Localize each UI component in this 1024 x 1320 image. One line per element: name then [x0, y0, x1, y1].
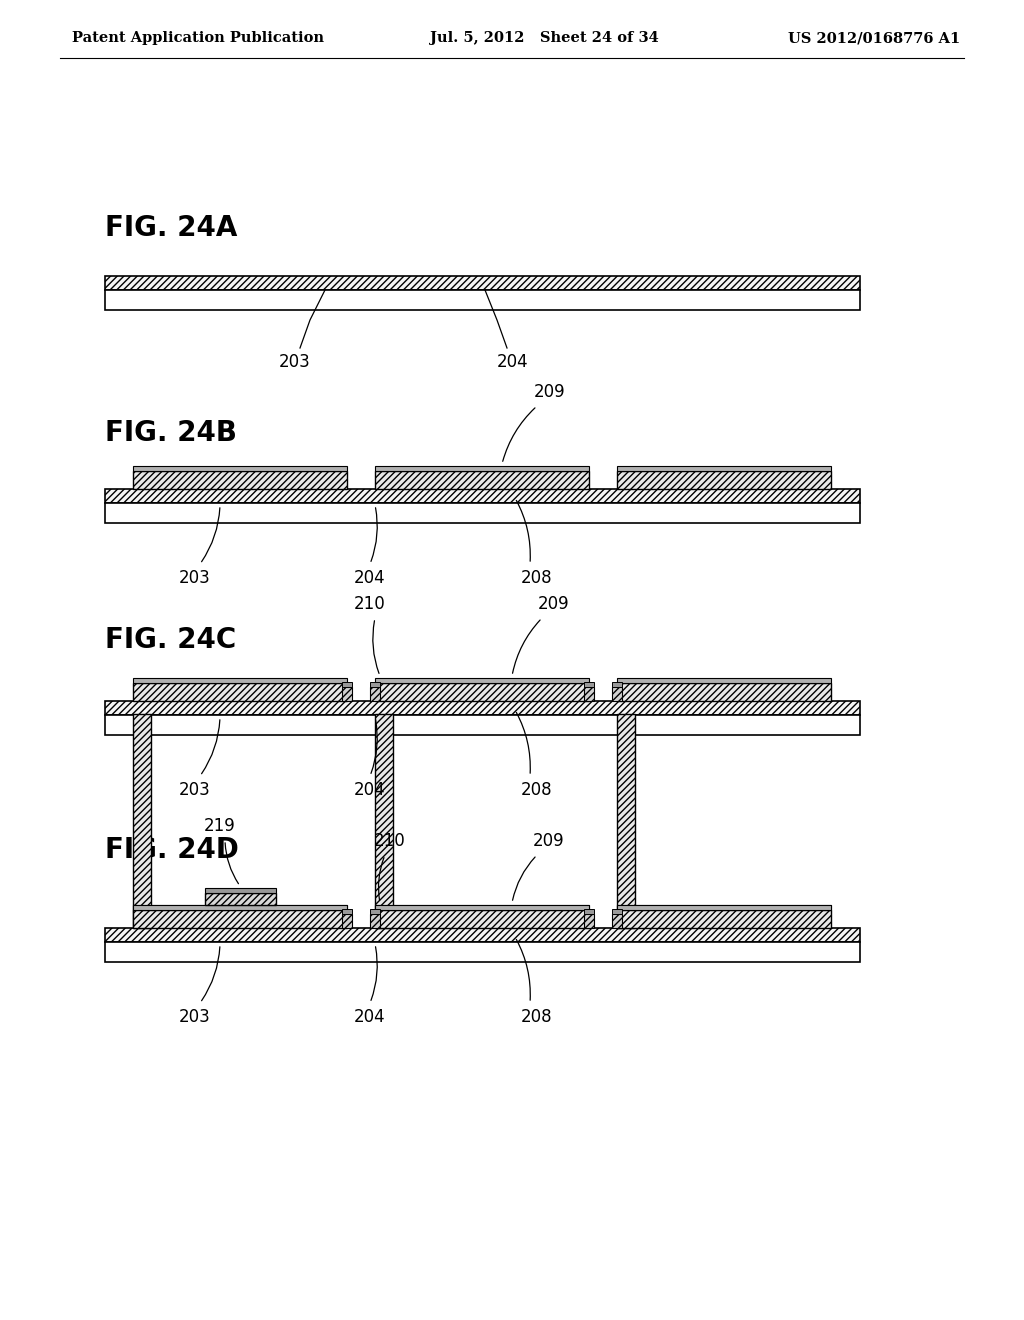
Bar: [617, 906, 831, 909]
Bar: [375, 682, 589, 701]
Text: 210: 210: [374, 832, 406, 850]
Bar: [370, 682, 380, 686]
Bar: [370, 913, 380, 928]
Bar: [612, 909, 622, 913]
Bar: [342, 913, 352, 928]
Text: 210: 210: [354, 595, 386, 612]
Bar: [617, 471, 831, 488]
Bar: [105, 928, 860, 942]
Bar: [584, 913, 594, 928]
Bar: [205, 888, 276, 894]
Bar: [617, 682, 831, 701]
Text: 219: 219: [204, 817, 236, 836]
Bar: [375, 906, 589, 909]
Bar: [584, 682, 594, 686]
Bar: [617, 909, 831, 928]
Bar: [617, 714, 635, 928]
Bar: [133, 909, 347, 928]
Text: US 2012/0168776 A1: US 2012/0168776 A1: [787, 30, 961, 45]
Bar: [612, 913, 622, 928]
Bar: [133, 471, 347, 488]
Bar: [105, 942, 860, 962]
Bar: [584, 686, 594, 701]
Bar: [617, 678, 831, 682]
Text: FIG. 24D: FIG. 24D: [105, 836, 239, 865]
Text: 204: 204: [354, 781, 386, 799]
Text: 208: 208: [521, 1008, 553, 1026]
Text: 209: 209: [534, 832, 565, 850]
Bar: [133, 714, 151, 928]
Text: 203: 203: [179, 569, 211, 587]
Text: FIG. 24A: FIG. 24A: [105, 214, 238, 242]
Bar: [375, 906, 589, 909]
Bar: [133, 906, 347, 909]
Text: 208: 208: [521, 781, 553, 799]
Bar: [133, 906, 347, 909]
Bar: [133, 678, 347, 682]
Bar: [370, 909, 380, 913]
Text: 209: 209: [535, 383, 566, 401]
Bar: [375, 714, 393, 928]
Text: Patent Application Publication: Patent Application Publication: [72, 30, 324, 45]
Bar: [370, 686, 380, 701]
Bar: [612, 686, 622, 701]
Bar: [612, 682, 622, 686]
Bar: [617, 906, 831, 909]
Text: 204: 204: [354, 569, 386, 587]
Bar: [105, 488, 860, 503]
Bar: [105, 276, 860, 290]
Bar: [375, 909, 589, 928]
Text: 208: 208: [521, 569, 553, 587]
Bar: [105, 701, 860, 715]
Bar: [105, 503, 860, 523]
Bar: [342, 686, 352, 701]
Bar: [133, 682, 347, 701]
Bar: [105, 715, 860, 735]
Text: Jul. 5, 2012   Sheet 24 of 34: Jul. 5, 2012 Sheet 24 of 34: [430, 30, 658, 45]
Bar: [375, 471, 589, 488]
Text: FIG. 24B: FIG. 24B: [105, 418, 237, 447]
Bar: [584, 909, 594, 913]
Text: 203: 203: [280, 352, 311, 371]
Bar: [375, 678, 589, 682]
Bar: [342, 909, 352, 913]
Text: 203: 203: [179, 1008, 211, 1026]
Bar: [205, 894, 276, 906]
Text: 204: 204: [498, 352, 528, 371]
Bar: [617, 466, 831, 471]
Bar: [375, 466, 589, 471]
Bar: [342, 682, 352, 686]
Text: 203: 203: [179, 781, 211, 799]
Text: FIG. 24C: FIG. 24C: [105, 626, 237, 653]
Text: 209: 209: [539, 595, 569, 612]
Text: 204: 204: [354, 1008, 386, 1026]
Bar: [133, 466, 347, 471]
Bar: [105, 290, 860, 310]
